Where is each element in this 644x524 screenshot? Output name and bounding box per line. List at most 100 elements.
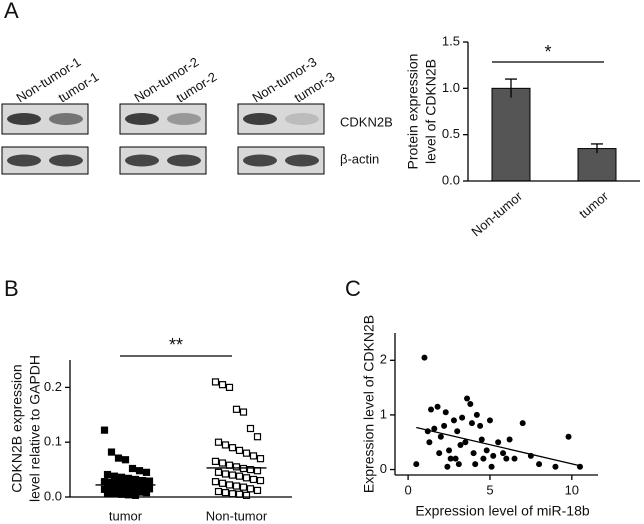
point	[472, 461, 479, 468]
dot	[235, 446, 244, 455]
y-tick-label: 0	[380, 461, 387, 476]
dot	[221, 470, 230, 478]
point	[437, 433, 444, 440]
y-axis-label: CDKN2B expression	[9, 364, 25, 492]
x-tick-label: Non-tumor	[206, 508, 268, 523]
point	[455, 461, 462, 468]
y-tick-label: 0.5	[442, 126, 460, 141]
point	[431, 425, 438, 432]
blot-band	[243, 113, 277, 125]
y-tick-label: 1	[380, 406, 387, 421]
dot	[103, 470, 112, 479]
point	[536, 461, 543, 468]
row-label: β-actin	[340, 151, 379, 166]
blot-band	[167, 154, 201, 167]
point	[488, 463, 495, 470]
y-tick-label: 0.2	[44, 379, 62, 394]
y-axis-label: level relative to GAPDH	[27, 355, 43, 502]
point	[486, 417, 493, 424]
point	[519, 420, 526, 427]
blot-band	[125, 154, 159, 167]
point	[490, 452, 497, 459]
point	[480, 455, 487, 462]
dot	[110, 490, 119, 498]
dot	[242, 474, 251, 482]
x-tick-label: Non-tumor	[468, 188, 525, 239]
dot	[211, 378, 220, 386]
y-tick-label: 2	[380, 352, 387, 367]
dot	[228, 471, 237, 479]
point	[454, 428, 461, 435]
dot	[249, 452, 258, 460]
dot	[218, 479, 227, 487]
dot	[225, 383, 234, 391]
blot-box	[237, 103, 325, 135]
point	[462, 439, 469, 446]
x-tick-label: 0	[404, 482, 411, 497]
x-axis-label: Expression level of miR-18b	[415, 503, 590, 519]
blot-band	[7, 154, 41, 167]
dot	[246, 466, 255, 474]
y-tick-label: 0.0	[442, 172, 460, 187]
x-tick-label: tumor	[576, 188, 612, 221]
dot	[256, 476, 265, 485]
point	[565, 433, 572, 440]
point	[426, 439, 433, 446]
panel-label: B	[4, 276, 19, 301]
y-tick-label: 1.5	[442, 33, 460, 48]
blot-band	[49, 154, 83, 167]
y-axis-label: level of CDKN2B	[423, 59, 439, 164]
point	[434, 403, 441, 410]
point	[436, 450, 443, 457]
blot-band	[243, 154, 277, 167]
point	[552, 463, 559, 470]
dot	[211, 478, 220, 486]
point	[441, 422, 448, 429]
dot	[225, 481, 234, 489]
point	[467, 401, 474, 407]
dot	[221, 489, 230, 497]
point	[444, 463, 451, 470]
blot-band	[167, 113, 201, 125]
significance: **	[169, 335, 183, 355]
dot	[114, 454, 123, 462]
dot	[221, 441, 230, 449]
point	[421, 354, 428, 361]
point	[506, 436, 513, 443]
point	[450, 417, 457, 424]
dot	[218, 381, 227, 389]
dot	[142, 468, 151, 476]
blot-band	[285, 113, 319, 125]
point	[495, 439, 502, 446]
dot	[110, 472, 119, 480]
dot	[214, 438, 223, 446]
dot	[253, 433, 262, 441]
y-axis-label: Expression level of CDKN2B	[361, 315, 377, 493]
dot	[124, 491, 133, 499]
blot-band	[49, 113, 83, 125]
point	[442, 409, 449, 416]
x-tick-label: 10	[565, 482, 579, 497]
dot	[232, 463, 241, 471]
point	[470, 450, 477, 457]
y-tick-label: 0.1	[44, 434, 62, 449]
dot	[214, 468, 223, 476]
dot	[242, 491, 251, 499]
dot	[242, 449, 251, 457]
point	[457, 441, 464, 448]
blot-band	[285, 154, 319, 167]
dot	[121, 456, 130, 464]
dot	[103, 489, 112, 497]
dot	[249, 475, 258, 484]
point	[483, 447, 490, 454]
dot	[100, 426, 109, 434]
dot	[239, 408, 248, 416]
dot	[131, 491, 140, 499]
trend-line	[416, 426, 581, 467]
dot	[239, 483, 248, 491]
point	[446, 447, 453, 454]
dot	[228, 444, 237, 452]
y-tick-label: 1.0	[442, 80, 460, 95]
